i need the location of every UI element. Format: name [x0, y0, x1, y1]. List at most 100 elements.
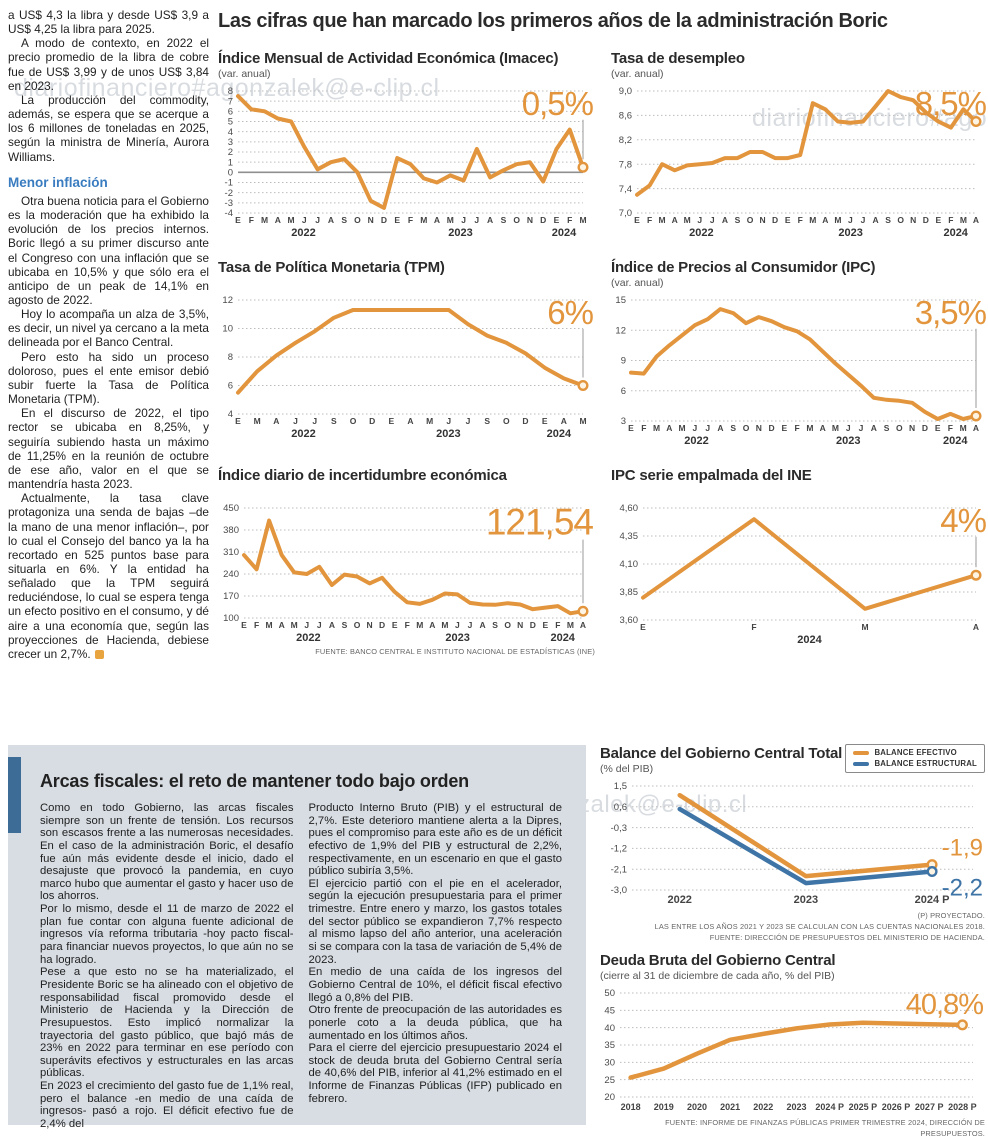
- chart-subtitle: [218, 485, 595, 498]
- svg-text:M: M: [809, 215, 816, 225]
- svg-text:J: J: [312, 416, 317, 426]
- svg-text:0: 0: [228, 168, 233, 179]
- chart-subtitle: (var. anual): [611, 277, 664, 289]
- svg-text:2: 2: [228, 147, 233, 158]
- svg-text:A: A: [273, 416, 279, 426]
- svg-text:2025 P: 2025 P: [849, 1102, 878, 1112]
- svg-text:E: E: [542, 620, 548, 630]
- chart-plot: 50 45 40 35 30 25 20 2018 2019 2020 2021 2022 2023 20…: [600, 983, 985, 1115]
- svg-text:7,8: 7,8: [619, 159, 632, 170]
- chart-header: Índice de Precios al Consumidor (IPC) (v…: [611, 259, 988, 290]
- svg-text:8,5%: 8,5%: [915, 85, 987, 122]
- svg-text:2024: 2024: [550, 632, 575, 644]
- chart-plot: 4,60 4,35 4,10 3,85 3,60 E F M A 2024 4%: [611, 498, 988, 646]
- article-paragraph: Producto Interno Bruto (PIB) y el estruc…: [308, 802, 563, 878]
- svg-text:4,35: 4,35: [620, 531, 639, 542]
- svg-text:A: A: [717, 423, 723, 433]
- svg-text:D: D: [379, 620, 385, 630]
- svg-text:E: E: [394, 215, 400, 225]
- svg-text:M: M: [659, 215, 666, 225]
- chart-plot: 450 380 310 240 170 100 E F M A M J J A S O N D E F M A M J J A S O…: [218, 498, 595, 644]
- svg-text:O: O: [354, 215, 361, 225]
- svg-text:2024: 2024: [797, 634, 822, 646]
- svg-text:2023: 2023: [838, 227, 862, 239]
- accent-bar: [8, 757, 21, 833]
- svg-text:J: J: [846, 423, 851, 433]
- svg-text:-0,3: -0,3: [611, 823, 627, 834]
- svg-text:M: M: [291, 620, 298, 630]
- svg-text:-3: -3: [225, 198, 233, 209]
- article-paragraph: El ejercicio partió con el pie en el ace…: [308, 877, 563, 966]
- svg-text:M: M: [426, 416, 433, 426]
- svg-text:3: 3: [621, 416, 626, 427]
- svg-text:E: E: [235, 215, 241, 225]
- article-paragraph: En 2023 el crecimiento del gasto fue de …: [40, 1080, 294, 1131]
- svg-text:E: E: [241, 620, 247, 630]
- svg-text:E: E: [392, 620, 398, 630]
- chart-ipc: Índice de Precios al Consumidor (IPC) (v…: [611, 259, 988, 447]
- svg-text:N: N: [367, 620, 373, 630]
- svg-text:12: 12: [615, 325, 626, 336]
- svg-text:M: M: [567, 620, 574, 630]
- svg-text:2024: 2024: [552, 227, 577, 239]
- svg-text:9,0: 9,0: [619, 86, 632, 97]
- svg-text:A: A: [561, 416, 567, 426]
- fiscal-article-title: Arcas fiscales: el reto de mantener todo…: [40, 771, 469, 791]
- svg-text:O: O: [747, 215, 754, 225]
- svg-text:15: 15: [615, 295, 626, 306]
- svg-text:E: E: [542, 416, 548, 426]
- svg-text:D: D: [381, 215, 387, 225]
- svg-text:2021: 2021: [720, 1102, 740, 1112]
- svg-text:A: A: [434, 215, 440, 225]
- svg-text:E: E: [785, 215, 791, 225]
- chart-plot: 15 12 9 6 3 E F M A M J J A S O N D E F M A M J J A S O N D E F M A 2022 2…: [611, 290, 988, 447]
- svg-text:E: E: [634, 215, 640, 225]
- svg-text:2023: 2023: [445, 632, 469, 644]
- chart-title: Balance del Gobierno Central Total: [600, 745, 843, 762]
- svg-text:M: M: [806, 423, 813, 433]
- svg-text:3,60: 3,60: [620, 615, 639, 626]
- svg-text:40,8%: 40,8%: [906, 989, 983, 1021]
- fiscal-article-col1: Como en todo Gobierno, las arcas fiscale…: [40, 802, 294, 1131]
- svg-text:F: F: [405, 620, 410, 630]
- svg-text:35: 35: [604, 1041, 615, 1052]
- svg-text:O: O: [350, 416, 357, 426]
- chart-subtitle: [611, 485, 988, 498]
- legend-label: BALANCE EFECTIVO: [874, 748, 957, 757]
- chart-source: FUENTE: INFORME DE FINANZAS PÚBLICAS PRI…: [665, 1118, 985, 1139]
- svg-text:J: J: [302, 215, 307, 225]
- svg-text:25: 25: [604, 1075, 615, 1086]
- svg-text:2023: 2023: [436, 428, 460, 440]
- svg-text:121,54: 121,54: [486, 502, 594, 543]
- svg-text:M: M: [679, 423, 686, 433]
- svg-text:40: 40: [604, 1023, 615, 1034]
- svg-text:4%: 4%: [940, 502, 986, 539]
- chart-note: FUENTE: DIRECCIÓN DE PRESUPUESTOS DEL MI…: [709, 933, 985, 943]
- svg-text:310: 310: [223, 547, 239, 558]
- svg-text:M: M: [447, 215, 454, 225]
- svg-text:12: 12: [222, 295, 233, 306]
- svg-text:A: A: [820, 423, 826, 433]
- chart-subtitle: (var. anual): [611, 68, 664, 80]
- svg-text:M: M: [288, 215, 295, 225]
- svg-text:-1,9: -1,9: [942, 835, 983, 862]
- svg-text:O: O: [513, 215, 520, 225]
- article-paragraph: Para el cierre del ejercicio presupuesta…: [308, 1042, 563, 1105]
- svg-text:A: A: [480, 620, 486, 630]
- svg-text:E: E: [628, 423, 634, 433]
- chart-subtitle: [218, 277, 595, 290]
- chart-subtitle: (cierre al 31 de diciembre de cada año, …: [600, 970, 835, 983]
- svg-text:A: A: [407, 416, 413, 426]
- svg-text:2023: 2023: [794, 894, 818, 906]
- svg-text:-1: -1: [225, 178, 233, 189]
- svg-text:F: F: [948, 215, 953, 225]
- svg-text:1: 1: [228, 157, 233, 168]
- chart-ipc-ine: IPC serie empalmada del INE 4,60 4,35 4,10…: [611, 467, 988, 657]
- svg-text:M: M: [579, 215, 586, 225]
- line-chart-svg: 1,5 0,6 -0,3 -1,2 -2,1 -3,0 2022 2023 2024 P -1,9…: [611, 781, 983, 906]
- chart-header: Índice diario de incertidumbre económica: [218, 467, 595, 498]
- svg-text:E: E: [781, 423, 787, 433]
- svg-text:E: E: [935, 423, 941, 433]
- svg-text:-1,2: -1,2: [611, 844, 627, 855]
